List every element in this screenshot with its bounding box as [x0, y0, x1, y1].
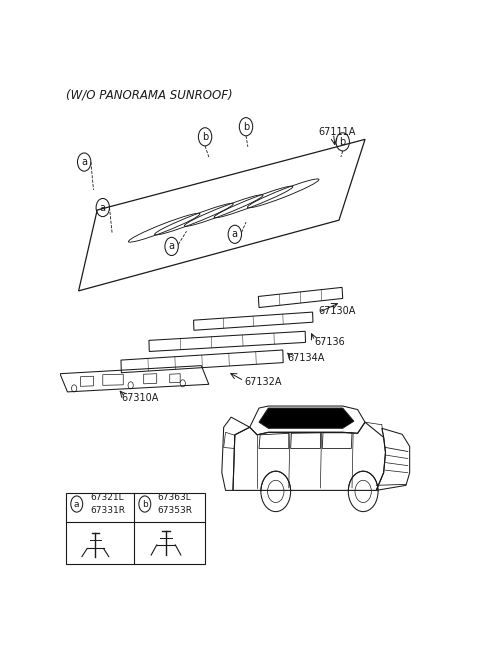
Text: a: a — [168, 241, 175, 251]
Text: 67111A: 67111A — [319, 127, 356, 136]
Text: 67353R: 67353R — [157, 506, 192, 514]
Text: 67310A: 67310A — [121, 393, 159, 403]
Text: a: a — [81, 157, 87, 167]
Text: 67321L: 67321L — [91, 493, 124, 502]
Text: a: a — [100, 203, 106, 213]
Text: 67136: 67136 — [315, 337, 346, 348]
Text: b: b — [243, 122, 249, 132]
Text: a: a — [74, 499, 80, 508]
Text: 67363L: 67363L — [157, 493, 191, 502]
Text: a: a — [232, 230, 238, 239]
Text: (W/O PANORAMA SUNROOF): (W/O PANORAMA SUNROOF) — [66, 89, 232, 102]
Text: 67331R: 67331R — [91, 506, 125, 514]
Text: b: b — [339, 137, 346, 147]
Text: 67134A: 67134A — [287, 352, 324, 363]
Text: b: b — [142, 499, 148, 508]
Polygon shape — [259, 408, 354, 428]
Text: 67132A: 67132A — [244, 377, 282, 387]
Text: 67130A: 67130A — [319, 306, 356, 316]
Text: b: b — [202, 132, 208, 142]
